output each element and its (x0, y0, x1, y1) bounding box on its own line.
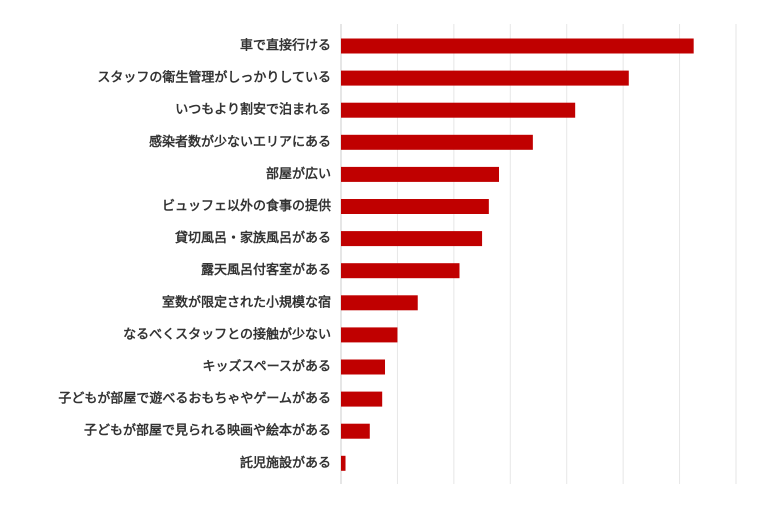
category-label: 車で直接行ける (240, 38, 331, 54)
category-label: いつもより割安で泊まれる (175, 102, 331, 118)
bar (341, 231, 483, 247)
gridlines (340, 24, 737, 484)
bar (341, 391, 383, 407)
bars (341, 38, 694, 471)
bar (341, 455, 346, 471)
category-label: 部屋が広い (266, 166, 331, 182)
category-label: 子どもが部屋で遊べるおもちゃやゲームがある (58, 391, 331, 407)
category-label: 貸切風呂・家族風呂がある (175, 230, 331, 246)
bar (341, 134, 533, 150)
category-label: なるべくスタッフとの接触が少ない (123, 326, 331, 342)
bar (341, 327, 398, 343)
category-labels: 車で直接行けるスタッフの衛生管理がしっかりしているいつもより割安で泊まれる感染者… (58, 38, 331, 471)
bar (341, 359, 386, 375)
category-label: 子どもが部屋で見られる映画や絵本がある (84, 423, 331, 439)
category-label: 託児施設がある (240, 455, 331, 471)
bar (341, 166, 499, 182)
category-label: 感染者数が少ないエリアにある (149, 134, 331, 150)
bar (341, 295, 418, 311)
bar (341, 70, 629, 86)
category-label: 室数が限定された小規模な宿 (162, 294, 331, 310)
bar (341, 423, 370, 439)
category-label: ビュッフェ以外の食事の提供 (162, 198, 331, 214)
category-label: スタッフの衛生管理がしっかりしている (97, 70, 331, 86)
category-label: 露天風呂付客室がある (201, 262, 331, 278)
category-label: キッズスペースがある (203, 359, 331, 375)
bar (341, 199, 489, 214)
bar (341, 38, 694, 54)
bar (341, 263, 460, 279)
bar (341, 102, 576, 118)
